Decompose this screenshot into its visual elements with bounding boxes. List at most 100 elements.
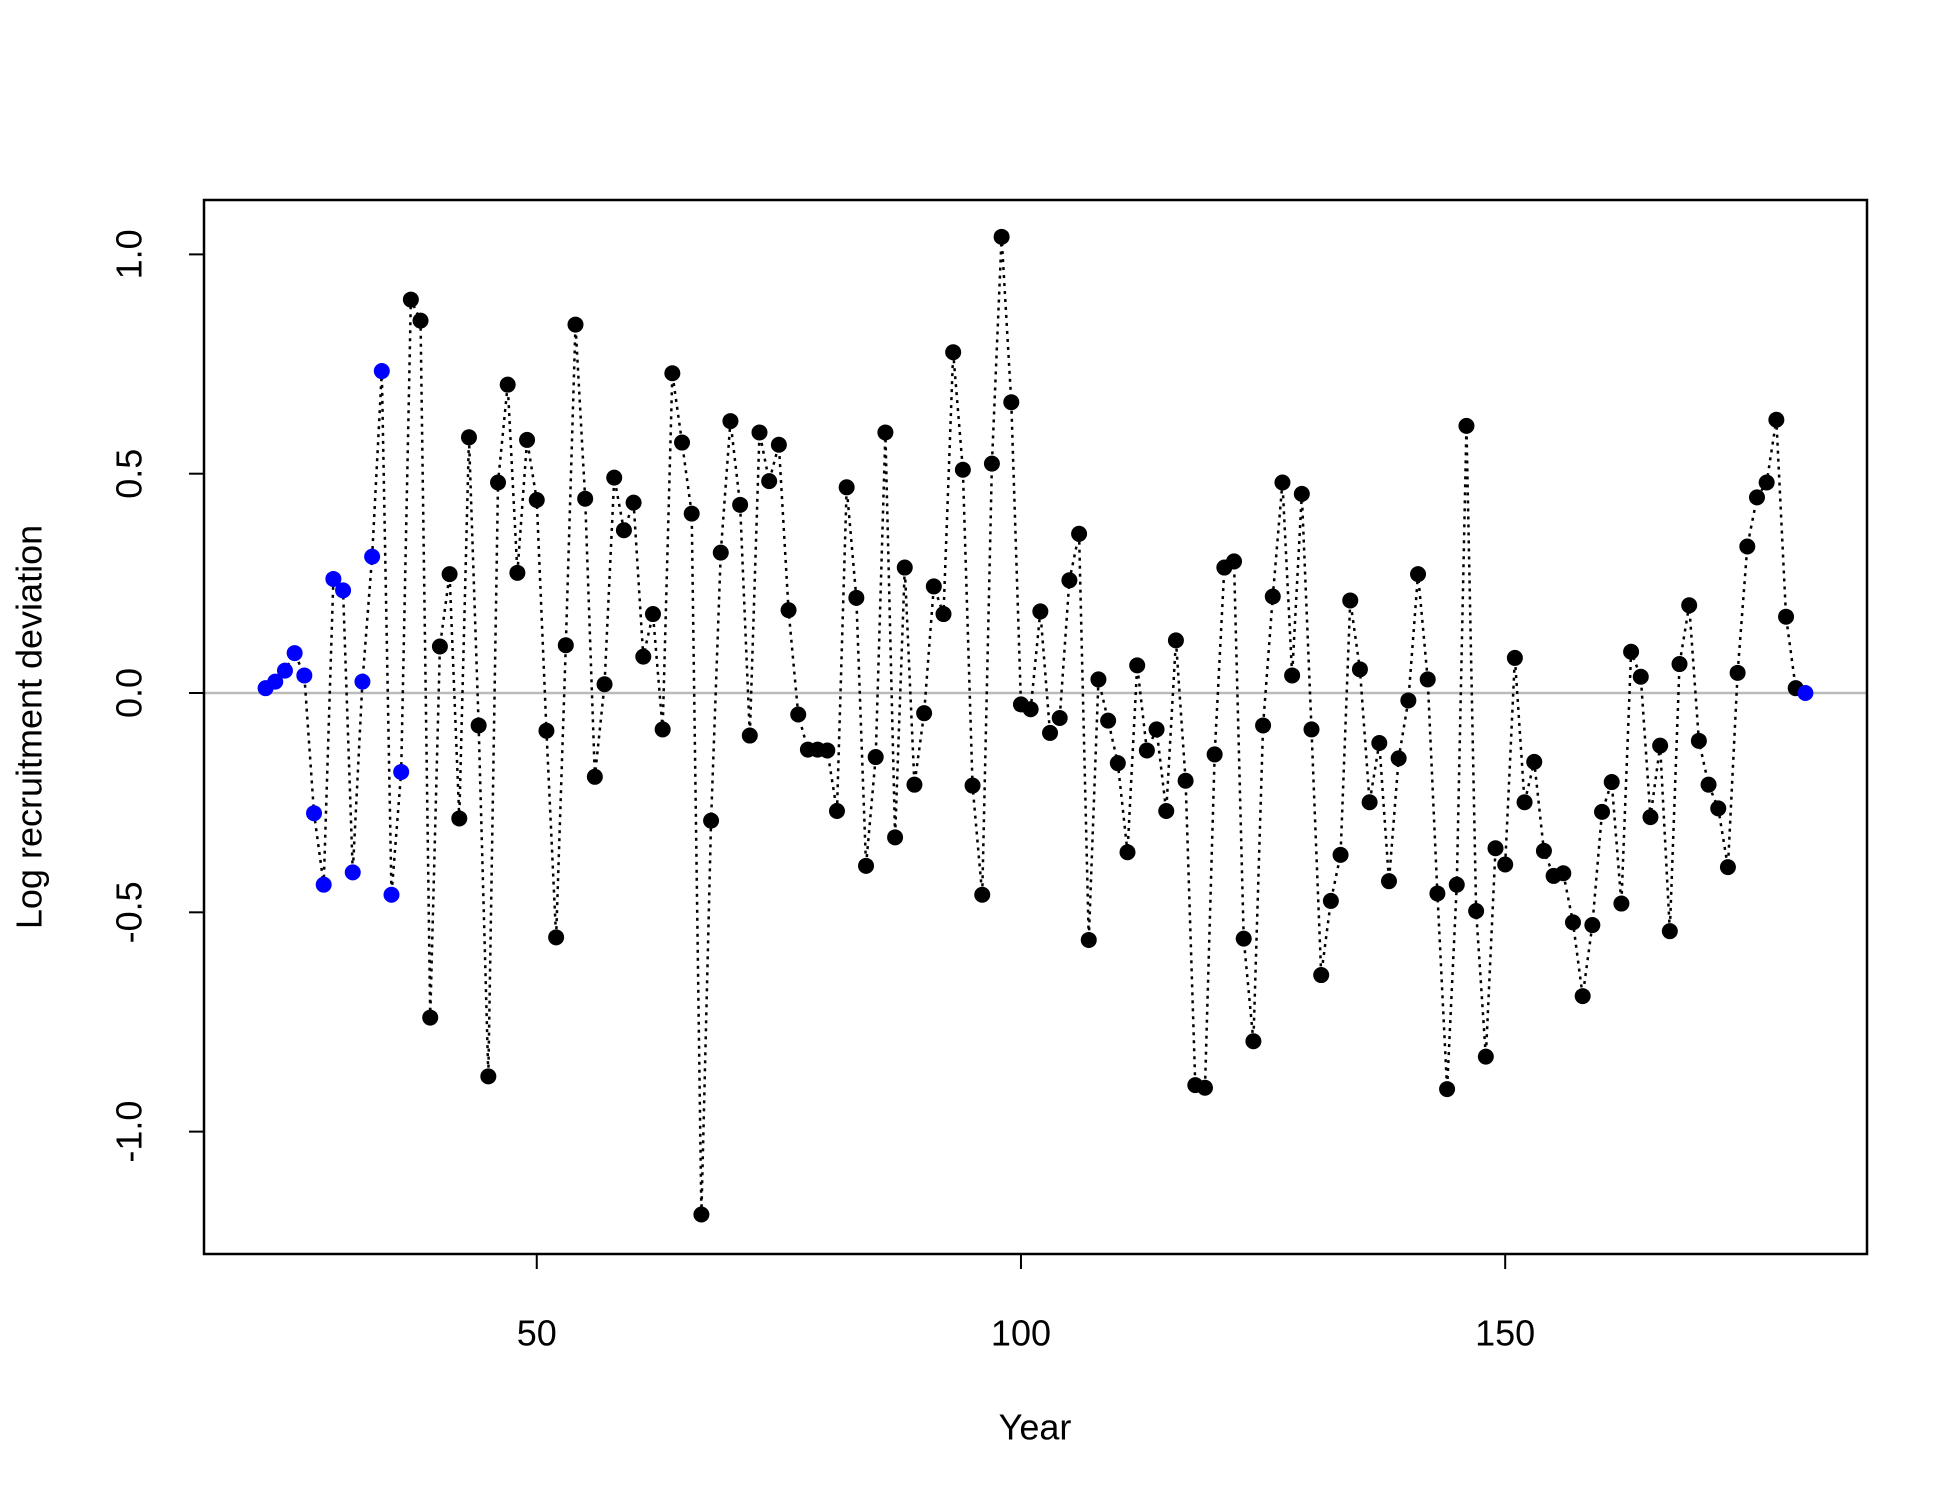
data-point bbox=[267, 673, 284, 690]
data-point bbox=[644, 606, 661, 623]
data-point bbox=[1632, 668, 1649, 685]
x-tick-label: 100 bbox=[991, 1313, 1051, 1354]
data-point bbox=[1671, 656, 1688, 673]
data-point bbox=[635, 648, 652, 665]
data-point bbox=[364, 548, 381, 565]
data-point bbox=[858, 857, 875, 874]
y-tick-label: 1.0 bbox=[109, 229, 150, 279]
data-point bbox=[276, 662, 293, 679]
data-point bbox=[577, 490, 594, 507]
data-point bbox=[790, 706, 807, 723]
data-point bbox=[538, 722, 555, 739]
data-point bbox=[896, 559, 913, 576]
data-point bbox=[1448, 876, 1465, 893]
data-point bbox=[925, 578, 942, 595]
data-point bbox=[828, 802, 845, 819]
data-point bbox=[548, 929, 565, 946]
data-point bbox=[1410, 566, 1427, 583]
data-point bbox=[1371, 735, 1388, 752]
data-point bbox=[1700, 776, 1717, 793]
data-point bbox=[412, 312, 429, 329]
data-point bbox=[1468, 903, 1485, 920]
data-point bbox=[954, 461, 971, 478]
data-point bbox=[1284, 667, 1301, 684]
data-point bbox=[393, 763, 410, 780]
x-tick-label: 50 bbox=[517, 1313, 557, 1354]
data-point bbox=[354, 673, 371, 690]
data-point bbox=[732, 496, 749, 513]
data-point bbox=[1497, 856, 1514, 873]
data-point bbox=[1226, 553, 1243, 570]
data-point bbox=[683, 505, 700, 522]
data-point bbox=[1594, 803, 1611, 820]
data-point bbox=[741, 727, 758, 744]
data-point bbox=[1748, 489, 1765, 506]
data-point bbox=[1584, 917, 1601, 934]
data-point bbox=[1042, 724, 1059, 741]
data-point bbox=[1361, 794, 1378, 811]
data-point bbox=[1138, 742, 1155, 759]
data-point bbox=[1061, 572, 1078, 589]
y-tick-label: 0.0 bbox=[109, 668, 150, 718]
data-point bbox=[528, 492, 545, 509]
data-point bbox=[780, 602, 797, 619]
data-point bbox=[325, 570, 342, 587]
y-axis-label: Log recruitment deviation bbox=[9, 525, 50, 929]
data-point bbox=[654, 721, 671, 738]
data-point bbox=[1797, 685, 1814, 702]
data-point bbox=[1158, 802, 1175, 819]
data-point bbox=[373, 363, 390, 380]
data-point bbox=[1206, 746, 1223, 763]
data-point bbox=[1274, 474, 1291, 491]
data-point bbox=[1293, 485, 1310, 502]
data-point bbox=[993, 228, 1010, 245]
data-point bbox=[499, 376, 516, 393]
data-point bbox=[1332, 846, 1349, 863]
data-point bbox=[1429, 885, 1446, 902]
data-point bbox=[664, 365, 681, 382]
y-tick-label: 0.5 bbox=[109, 449, 150, 499]
data-point bbox=[751, 424, 768, 441]
y-tick-label: -0.5 bbox=[109, 881, 150, 943]
data-point bbox=[606, 469, 623, 486]
data-point bbox=[1690, 732, 1707, 749]
data-point bbox=[402, 291, 419, 308]
data-point bbox=[1768, 411, 1785, 428]
series-line bbox=[264, 236, 1806, 1215]
data-point bbox=[586, 768, 603, 785]
data-point bbox=[451, 810, 468, 827]
data-point bbox=[344, 864, 361, 881]
data-point bbox=[1322, 892, 1339, 909]
data-point bbox=[1778, 608, 1795, 625]
data-point bbox=[1196, 1079, 1213, 1096]
data-point bbox=[887, 829, 904, 846]
data-point bbox=[1564, 914, 1581, 931]
data-point bbox=[296, 667, 313, 684]
data-point bbox=[1574, 988, 1591, 1005]
data-point bbox=[286, 645, 303, 662]
data-point bbox=[722, 413, 739, 430]
data-point bbox=[383, 886, 400, 903]
data-point bbox=[431, 638, 448, 655]
data-point bbox=[712, 544, 729, 561]
data-point bbox=[1710, 800, 1727, 817]
data-point bbox=[480, 1068, 497, 1085]
data-point bbox=[974, 886, 991, 903]
data-point bbox=[1719, 859, 1736, 876]
data-point bbox=[935, 606, 952, 623]
data-point bbox=[1613, 895, 1630, 912]
data-point bbox=[1487, 840, 1504, 857]
data-point bbox=[1661, 923, 1678, 940]
data-point bbox=[1623, 643, 1640, 660]
data-point bbox=[916, 705, 933, 722]
data-point bbox=[1506, 649, 1523, 666]
data-point bbox=[1681, 597, 1698, 614]
data-point bbox=[1439, 1081, 1456, 1098]
data-point bbox=[1109, 755, 1126, 772]
data-point bbox=[1729, 664, 1746, 681]
data-point bbox=[848, 589, 865, 606]
data-point bbox=[1642, 809, 1659, 826]
data-point bbox=[819, 742, 836, 759]
data-point bbox=[1516, 794, 1533, 811]
data-point bbox=[1051, 710, 1068, 727]
